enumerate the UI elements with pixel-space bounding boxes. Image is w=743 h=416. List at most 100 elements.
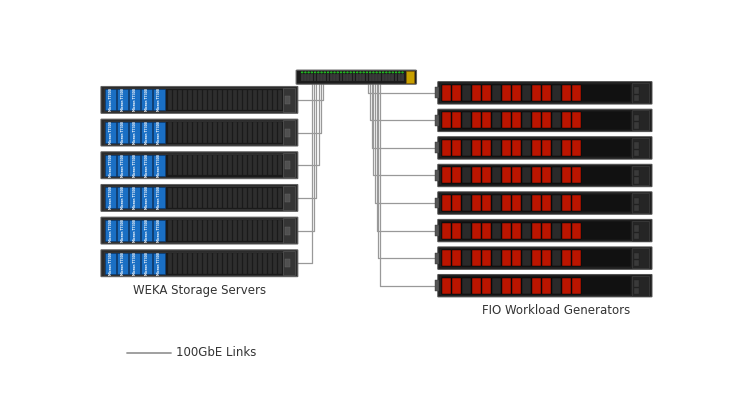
FancyBboxPatch shape <box>438 192 652 214</box>
Bar <box>117 155 129 176</box>
Bar <box>192 220 197 241</box>
Bar <box>492 112 501 129</box>
Text: Micron T7300: Micron T7300 <box>145 154 149 177</box>
Bar <box>522 112 531 129</box>
Bar <box>512 85 521 101</box>
Bar <box>188 188 192 208</box>
Bar <box>634 233 639 239</box>
Bar <box>285 96 291 104</box>
Bar <box>268 188 272 208</box>
Bar <box>141 89 152 111</box>
Bar <box>372 74 374 81</box>
Bar <box>634 122 639 129</box>
Bar <box>492 85 501 101</box>
Text: Micron T7300: Micron T7300 <box>133 252 137 275</box>
FancyBboxPatch shape <box>438 275 652 297</box>
Bar <box>340 74 343 81</box>
Circle shape <box>321 72 322 73</box>
Bar <box>117 89 129 111</box>
Bar <box>223 89 227 110</box>
Bar <box>285 259 291 267</box>
Bar <box>263 89 267 110</box>
Bar <box>228 122 232 143</box>
Bar <box>168 188 172 208</box>
FancyBboxPatch shape <box>101 152 298 179</box>
Bar <box>572 223 581 239</box>
Bar <box>532 112 541 129</box>
Text: Micron T7300: Micron T7300 <box>108 252 113 275</box>
Bar <box>273 253 277 273</box>
Bar <box>562 195 571 211</box>
Circle shape <box>399 72 400 73</box>
Bar <box>263 155 267 176</box>
Bar <box>442 85 451 101</box>
Bar <box>542 250 551 266</box>
Bar <box>278 155 282 176</box>
Bar <box>512 277 521 294</box>
Bar <box>198 155 202 176</box>
Bar <box>192 89 197 110</box>
Bar <box>168 253 172 273</box>
Bar <box>273 220 277 241</box>
Bar <box>435 87 439 98</box>
Bar <box>542 277 551 294</box>
Bar <box>284 88 295 112</box>
Circle shape <box>350 72 351 73</box>
Bar <box>168 122 172 143</box>
Bar <box>542 140 551 156</box>
Bar <box>562 250 571 266</box>
Bar <box>512 112 521 129</box>
Bar <box>632 138 649 158</box>
Bar <box>105 253 116 274</box>
Bar <box>634 198 639 204</box>
Bar <box>473 250 481 266</box>
Bar <box>323 74 326 81</box>
Bar <box>268 122 272 143</box>
Circle shape <box>386 72 387 73</box>
Bar <box>572 277 581 294</box>
Bar <box>285 129 291 136</box>
Bar <box>178 155 182 176</box>
Circle shape <box>340 72 342 73</box>
Bar <box>192 155 197 176</box>
Circle shape <box>318 72 319 73</box>
Text: 100GbE Links: 100GbE Links <box>176 346 257 359</box>
Bar <box>441 249 631 267</box>
Bar <box>117 122 129 143</box>
Bar <box>172 122 177 143</box>
Bar <box>634 225 639 232</box>
Bar <box>382 74 384 81</box>
Circle shape <box>402 72 403 73</box>
Bar <box>482 85 491 101</box>
Bar <box>192 253 197 273</box>
Bar <box>552 85 561 101</box>
Bar <box>188 155 192 176</box>
Bar <box>278 122 282 143</box>
Text: Micron T7300: Micron T7300 <box>133 186 137 209</box>
FancyBboxPatch shape <box>438 247 652 269</box>
Bar <box>452 168 461 183</box>
Bar <box>502 223 511 239</box>
Bar <box>482 112 491 129</box>
Bar <box>153 253 164 274</box>
Bar <box>105 155 116 176</box>
Bar <box>141 155 152 176</box>
Bar <box>105 122 116 143</box>
Bar <box>188 253 192 273</box>
Bar <box>562 85 571 101</box>
Text: Micron T7300: Micron T7300 <box>145 186 149 209</box>
Bar <box>212 188 217 208</box>
Bar <box>435 280 439 291</box>
Circle shape <box>389 72 390 73</box>
Bar <box>243 188 247 208</box>
Bar <box>502 140 511 156</box>
Bar <box>233 188 237 208</box>
Bar <box>378 74 381 81</box>
Bar <box>208 89 212 110</box>
Bar <box>473 195 481 211</box>
Text: Micron T7300: Micron T7300 <box>145 252 149 275</box>
Bar <box>435 115 439 126</box>
Bar <box>253 89 257 110</box>
Bar <box>104 186 284 209</box>
Bar <box>183 155 187 176</box>
